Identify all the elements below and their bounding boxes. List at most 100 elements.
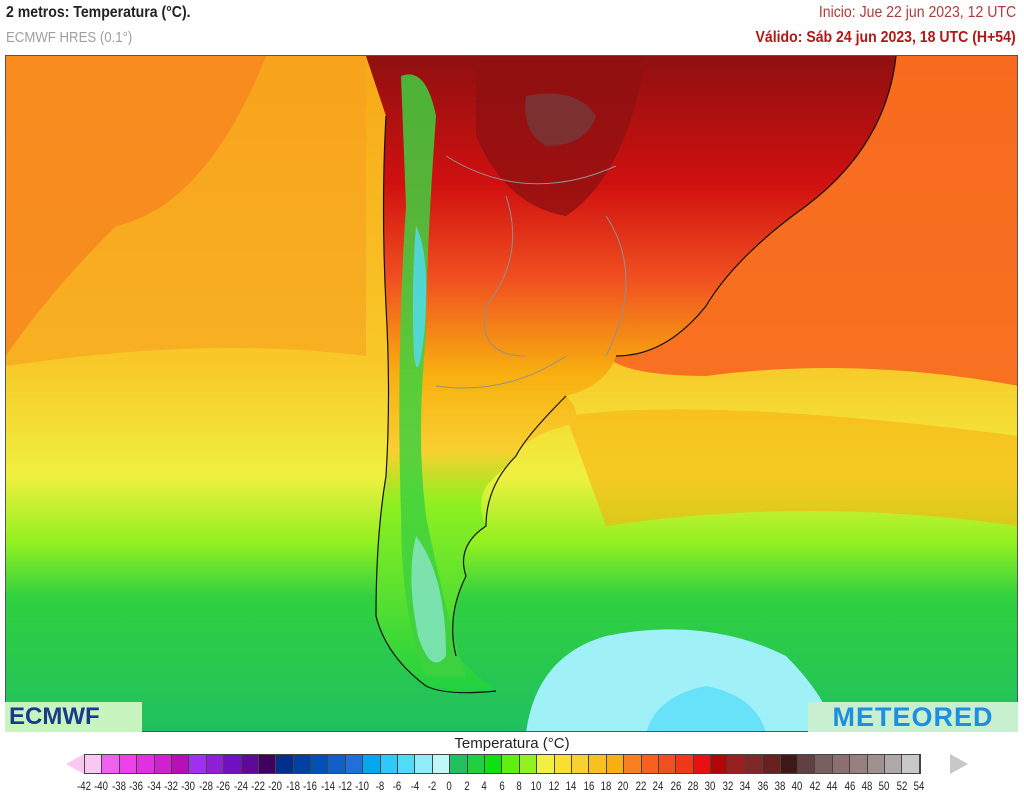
legend-tick-label: 48 (861, 779, 873, 793)
legend-tick-label: 22 (635, 779, 647, 793)
legend-tick-label: 46 (844, 779, 855, 793)
legend-swatch (589, 755, 607, 773)
legend-tick-label: 2 (464, 779, 470, 793)
legend-tick-label: -32 (164, 779, 178, 793)
legend-swatch (537, 755, 555, 773)
meteored-logo-text: METEORED (832, 701, 994, 732)
model-label: ECMWF HRES (0.1°) (6, 29, 133, 46)
legend-tick-label: 26 (670, 779, 681, 793)
legend-swatch (380, 755, 399, 773)
legend-tick-label: 0 (446, 779, 453, 793)
legend-swatch (154, 755, 172, 773)
legend-swatch (467, 755, 485, 773)
legend-tick-label: -38 (111, 779, 126, 793)
legend-swatch (171, 755, 190, 773)
legend-tick-label: 8 (516, 779, 522, 793)
coastline (375, 56, 897, 694)
legend-swatch (606, 755, 625, 773)
legend-swatch (867, 755, 885, 773)
legend-tick-label: 30 (705, 779, 716, 793)
legend-swatch (902, 755, 920, 773)
legend-swatch (363, 755, 381, 773)
legend-swatch (641, 755, 659, 773)
legend-swatch (519, 755, 538, 773)
map-title: 2 metros: Temperatura (°C). (6, 4, 191, 21)
legend-tick-label: 42 (809, 779, 821, 793)
legend-tick-label: 28 (687, 779, 699, 793)
legend-tick-label: -34 (146, 779, 161, 793)
legend-tick-label: -30 (181, 779, 196, 793)
legend-tick-label: -16 (303, 779, 318, 793)
legend-tick-label: -24 (233, 779, 248, 793)
legend-tick-label: 14 (565, 779, 577, 793)
temperature-map[interactable] (5, 55, 1018, 732)
legend-swatch (502, 755, 520, 773)
legend-swatch (728, 755, 746, 773)
legend-swatch (311, 755, 329, 773)
legend-tick-label: 50 (879, 779, 890, 793)
legend-min-arrow (66, 754, 84, 774)
legend-tick-label: -40 (94, 779, 109, 793)
andes-cold-strip (399, 74, 466, 677)
legend-swatch (676, 755, 694, 773)
legend-tick-label: -28 (198, 779, 213, 793)
legend-swatch (345, 755, 364, 773)
legend-swatch (780, 755, 799, 773)
legend-swatch (293, 755, 312, 773)
legend-tick-label: -8 (375, 779, 385, 793)
legend-tick-label: -6 (392, 779, 402, 793)
legend-swatch (763, 755, 781, 773)
legend-swatch (484, 755, 503, 773)
legend-tick-label: -12 (338, 779, 352, 793)
legend-swatch (398, 755, 416, 773)
legend-tick-label: -36 (129, 779, 144, 793)
legend-swatch (693, 755, 712, 773)
legend-tick-label: 34 (739, 779, 751, 793)
legend-tick-label: 44 (826, 779, 838, 793)
init-time: Inicio: Jue 22 jun 2023, 12 UTC (818, 4, 1016, 21)
legend-swatch (189, 755, 207, 773)
legend-swatch (745, 755, 764, 773)
legend-tick-label: 16 (583, 779, 594, 793)
legend-title: Temperatura (°C) (454, 735, 570, 752)
ecmwf-logo: ECMWF (5, 702, 142, 732)
legend-tick-label: 52 (896, 779, 908, 793)
legend-tick-label: 10 (531, 779, 542, 793)
legend-tick-label: -20 (268, 779, 283, 793)
legend-swatch (241, 755, 259, 773)
legend-tick-label: -26 (216, 779, 231, 793)
legend-swatch (85, 755, 103, 773)
legend-swatch (258, 755, 277, 773)
ecmwf-logo-text: ECMWF (9, 703, 100, 730)
legend-tick-label: 18 (600, 779, 612, 793)
legend-tick-label: 24 (652, 779, 664, 793)
valid-time: Válido: Sáb 24 jun 2023, 18 UTC (H+54) (755, 29, 1016, 46)
cold-ocean-region (526, 629, 836, 731)
legend-swatch (328, 755, 346, 773)
legend-tick-label: -10 (355, 779, 370, 793)
legend-swatch (884, 755, 903, 773)
legend-max-arrow (950, 754, 968, 774)
legend-tick-label: -42 (77, 779, 91, 793)
legend-swatch (850, 755, 868, 773)
legend-tick-label: 36 (757, 779, 768, 793)
legend-swatch (224, 755, 242, 773)
legend-swatch (206, 755, 225, 773)
legend-tick-label: -18 (285, 779, 300, 793)
legend-ticks: -42 -40 -38 -36 -34 -32 -30 -28 -26 -24 -22 -20 -18-… (77, 779, 934, 795)
legend-tick-label: 4 (481, 779, 487, 793)
legend-tick-label: 40 (792, 779, 803, 793)
legend-swatch (450, 755, 468, 773)
legend-tick-label: 6 (498, 779, 505, 793)
legend-swatch (432, 755, 451, 773)
legend-tick-label: -14 (320, 779, 335, 793)
legend-swatch (102, 755, 120, 773)
legend-swatch (415, 755, 433, 773)
legend-tick-label: 54 (913, 779, 925, 793)
legend-swatch (276, 755, 294, 773)
legend-tick-label: -4 (410, 779, 419, 793)
legend-tick-label: 12 (548, 779, 560, 793)
legend-swatch (711, 755, 729, 773)
legend-swatch (119, 755, 138, 773)
legend-swatch (571, 755, 590, 773)
